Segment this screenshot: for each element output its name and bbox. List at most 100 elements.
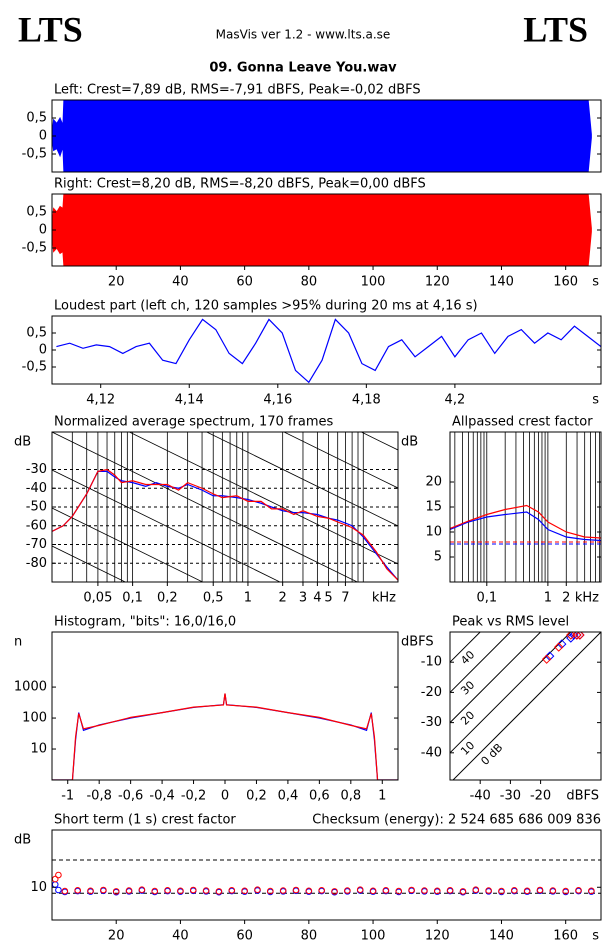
crest-diagonal	[450, 632, 542, 723]
point	[395, 887, 403, 895]
x-tick-label: 100	[361, 929, 386, 944]
x-tick-label: 40	[172, 929, 189, 944]
point	[55, 871, 62, 879]
plot-area	[450, 632, 601, 780]
x-tick-label: 0,5	[203, 591, 224, 606]
panel-title: Allpassed crest factor	[452, 415, 593, 430]
x-tick-label: 0,4	[278, 789, 299, 804]
panel: Loudest part (left ch, 120 samples >95% …	[22, 299, 602, 408]
point	[588, 887, 595, 895]
x-tick-label: -20	[530, 789, 551, 804]
slope-line	[52, 507, 204, 582]
point	[498, 887, 505, 895]
point	[55, 886, 62, 894]
y-tick-label: 1000	[14, 680, 47, 695]
y-tick-label: 0,5	[26, 326, 47, 341]
point	[472, 886, 480, 894]
y-label: dB	[14, 833, 31, 848]
point	[215, 888, 223, 895]
series-line	[450, 504, 601, 539]
x-tick-label: 0,05	[83, 591, 112, 606]
y-tick-label: 0,5	[26, 205, 47, 220]
waveform	[52, 194, 592, 266]
crest-diagonal	[452, 632, 601, 780]
x-tick-label: 4,12	[86, 393, 115, 408]
point	[292, 886, 300, 894]
point	[572, 632, 582, 640]
plot-frame	[449, 631, 602, 781]
y-tick-label: 0	[39, 129, 47, 144]
x-tick-label: -30	[500, 789, 521, 804]
point	[344, 887, 351, 894]
x-tick-label: 60	[236, 275, 253, 290]
plot-area	[52, 100, 592, 172]
panel: Left: Crest=7,89 dB, RMS=-7,91 dBFS, Pea…	[22, 83, 602, 173]
x-unit: s	[592, 275, 599, 290]
y-tick-label: 5	[434, 550, 442, 565]
point	[241, 887, 248, 895]
y-tick-label: -10	[421, 655, 442, 670]
point	[254, 886, 261, 894]
point	[549, 887, 557, 894]
plot-area	[52, 432, 398, 582]
panel-title: Right: Crest=8,20 dB, RMS=-8,20 dBFS, Pe…	[54, 177, 426, 192]
y-tick-label: -0,5	[22, 360, 47, 375]
x-tick-label: 4,16	[263, 393, 292, 408]
x-tick-label: 140	[489, 929, 514, 944]
plot-frame	[51, 829, 602, 921]
point	[485, 887, 492, 894]
point	[331, 888, 338, 895]
point	[459, 888, 467, 895]
plot-frame	[51, 193, 602, 267]
plot-frame	[51, 315, 602, 385]
x-tick-label: 5	[324, 591, 332, 606]
x-tick-label: 1	[378, 789, 386, 804]
point	[369, 887, 377, 895]
x-tick-label: 20	[108, 929, 125, 944]
point	[87, 887, 94, 895]
panel-title: Loudest part (left ch, 120 samples >95% …	[54, 299, 478, 314]
panel: Short term (1 s) crest factor Checksum (e…	[14, 813, 602, 944]
point	[523, 887, 531, 895]
point	[305, 887, 313, 895]
point	[511, 886, 518, 894]
y-tick-label: 15	[425, 500, 442, 515]
x-tick-label: 60	[236, 929, 253, 944]
x-unit: s	[592, 393, 599, 408]
point	[433, 887, 441, 895]
y-tick-label: -50	[26, 500, 47, 515]
logo-left: LTS	[18, 9, 83, 49]
y-tick-label: -70	[26, 537, 47, 552]
y-tick-label: -40	[421, 745, 442, 760]
x-tick-label: -0,4	[149, 789, 174, 804]
x-tick-label: 0,6	[309, 789, 330, 804]
series-line	[56, 318, 601, 384]
point	[100, 886, 107, 894]
y-tick-label: -0,5	[22, 241, 47, 256]
x-tick-label: 2	[279, 591, 287, 606]
x-tick-label: 0,8	[340, 789, 361, 804]
x-tick-label: 2	[562, 591, 570, 606]
x-tick-label: 3	[299, 591, 307, 606]
x-tick-label: 40	[172, 275, 189, 290]
plot-area	[52, 194, 592, 266]
y-label: n	[14, 635, 22, 650]
y-tick-label: 0	[39, 343, 47, 358]
x-tick-label: 4,2	[445, 393, 466, 408]
x-tick-label: 0	[221, 789, 229, 804]
x-unit: s	[592, 929, 599, 944]
point	[177, 887, 184, 895]
x-tick-label: 4,18	[352, 393, 381, 408]
x-tick-label: -40	[470, 789, 491, 804]
x-tick-label: 160	[553, 275, 578, 290]
x-tick-label: 80	[301, 275, 318, 290]
point	[279, 887, 287, 894]
x-tick-label: 120	[425, 929, 450, 944]
plot-frame	[449, 431, 602, 583]
y-tick-label: 0,5	[26, 111, 47, 126]
crest-diagonal	[450, 632, 512, 693]
panel-title: Peak vs RMS level	[452, 615, 569, 630]
y-tick-label: -40	[26, 481, 47, 496]
point	[151, 887, 159, 895]
